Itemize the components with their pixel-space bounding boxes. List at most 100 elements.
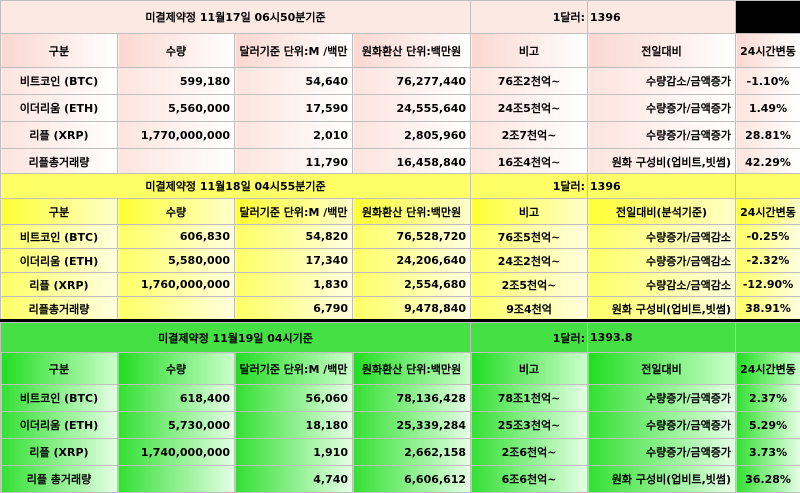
header-category: 구분 [1, 34, 118, 68]
cell-note: 16조4천억~ [471, 149, 588, 176]
table-row: 이더리움 (ETH) 5,560,000 17,590 24,555,640 2… [1, 95, 800, 122]
cell-usd: 2,010 [235, 122, 353, 149]
cell-quantity: 606,830 [118, 225, 235, 249]
rate-value: 1396 [588, 1, 736, 34]
header-quantity: 수량 [118, 34, 235, 68]
blank-cell [736, 174, 800, 199]
cell-usd: 4,740 [235, 466, 353, 493]
cell-krw: 6,606,612 [353, 466, 471, 493]
rate-label: 1달러: [471, 1, 588, 34]
cell-daily-change: 원화 구성비(업비트,빗썸) [588, 466, 736, 493]
header-daily-change: 전일대비 [588, 353, 736, 385]
cell-daily-change: 수량증가/금액감소 [588, 225, 736, 249]
rate-label: 1달러: [471, 174, 588, 199]
cell-usd: 1,910 [235, 439, 353, 466]
cell-name: 비트코인 (BTC) [1, 385, 118, 412]
cell-24h-change: 1.49% [736, 95, 800, 122]
table-row: 비트코인 (BTC) 618,400 56,060 78,136,428 78조… [1, 385, 800, 412]
table-row: 리플 (XRP) 1,770,000,000 2,010 2,805,960 2… [1, 122, 800, 149]
cell-usd: 17,590 [235, 95, 353, 122]
cell-daily-change: 수량감소/금액감소 [588, 273, 736, 297]
cell-24h-change: -1.10% [736, 68, 800, 95]
cell-quantity: 618,400 [118, 385, 235, 412]
cell-name: 리플 (XRP) [1, 439, 118, 466]
cell-24h-change: 28.81% [736, 122, 800, 149]
cell-24h-change: 36.28% [736, 466, 800, 493]
cell-daily-change: 수량증가/금액증가 [588, 385, 736, 412]
cell-quantity [118, 466, 235, 493]
cell-usd: 54,640 [235, 68, 353, 95]
table-row: 비트코인 (BTC) 599,180 54,640 76,277,440 76조… [1, 68, 800, 95]
cell-24h-change: 3.73% [736, 439, 800, 466]
cell-24h-change: -2.32% [736, 249, 800, 273]
block-title: 미결제약정 11월18일 04시55분기준 [1, 174, 471, 199]
header-24h-change: 24시간변동 [736, 353, 800, 385]
cell-quantity [118, 149, 235, 176]
cell-24h-change: -12.90% [736, 273, 800, 297]
cell-usd: 6,790 [235, 297, 353, 321]
block-nov18: 미결제약정 11월18일 04시55분기준 1달러: 1396 구분 수량 달러… [0, 173, 800, 321]
cell-name: 비트코인 (BTC) [1, 225, 118, 249]
cell-note: 9조4천억 [471, 297, 588, 321]
cell-daily-change: 수량증가/금액증가 [588, 122, 736, 149]
header-quantity: 수량 [118, 353, 235, 385]
cell-usd: 18,180 [235, 412, 353, 439]
cell-24h-change: -0.25% [736, 225, 800, 249]
header-daily-change: 전일대비(분석기준) [588, 199, 736, 225]
cell-daily-change: 수량증가/금액감소 [588, 249, 736, 273]
cell-name: 이더리움 (ETH) [1, 95, 118, 122]
cell-24h-change: 2.37% [736, 385, 800, 412]
header-24h-change: 24시간변동 [736, 199, 800, 225]
cell-quantity: 5,580,000 [118, 249, 235, 273]
cell-name: 비트코인 (BTC) [1, 68, 118, 95]
cell-quantity: 5,560,000 [118, 95, 235, 122]
table-row: 리플 (XRP) 1,740,000,000 1,910 2,662,158 2… [1, 439, 800, 466]
rate-value: 1393.8 [588, 323, 736, 353]
cell-quantity: 5,730,000 [118, 412, 235, 439]
header-krw: 원화환산 단위:백만원 [353, 34, 471, 68]
block-nov17: 미결제약정 11월17일 06시50분기준 1달러: 1396 구분 수량 달러… [0, 0, 800, 176]
cell-daily-change: 수량증가/금액증가 [588, 412, 736, 439]
block-title: 미결제약정 11월17일 06시50분기준 [1, 1, 471, 34]
cell-usd: 11,790 [235, 149, 353, 176]
cell-daily-change: 수량감소/금액증가 [588, 68, 736, 95]
table-row: 리플총거래량 6,790 9,478,840 9조4천억 원화 구성비(업비트,… [1, 297, 800, 321]
header-usd: 달러기준 단위:M /백만 [235, 353, 353, 385]
cell-quantity [118, 297, 235, 321]
cell-krw: 2,554,680 [353, 273, 471, 297]
cell-krw: 2,662,158 [353, 439, 471, 466]
cell-24h-change: 42.29% [736, 149, 800, 176]
table-row: 리플총거래량 11,790 16,458,840 16조4천억~ 원화 구성비(… [1, 149, 800, 176]
header-usd: 달러기준 단위:M /백만 [235, 34, 353, 68]
cell-quantity: 599,180 [118, 68, 235, 95]
cell-note: 76조5천억~ [471, 225, 588, 249]
cell-daily-change: 수량증가/금액증가 [588, 95, 736, 122]
cell-note: 25조3천억~ [471, 412, 588, 439]
cell-quantity: 1,770,000,000 [118, 122, 235, 149]
cell-usd: 17,340 [235, 249, 353, 273]
cell-name: 리플 (XRP) [1, 122, 118, 149]
cell-krw: 76,528,720 [353, 225, 471, 249]
blank-cell [736, 1, 800, 34]
cell-krw: 25,339,284 [353, 412, 471, 439]
header-note: 비고 [471, 353, 588, 385]
header-note: 비고 [471, 199, 588, 225]
table-row: 비트코인 (BTC) 606,830 54,820 76,528,720 76조… [1, 225, 800, 249]
table-row: 이더리움 (ETH) 5,580,000 17,340 24,206,640 2… [1, 249, 800, 273]
cell-name: 리플총거래량 [1, 297, 118, 321]
cell-krw: 76,277,440 [353, 68, 471, 95]
rate-label: 1달러: [471, 323, 588, 353]
block-title: 미결제약정 11월19일 04시기준 [1, 323, 471, 353]
cell-usd: 54,820 [235, 225, 353, 249]
header-krw: 원화환산 단위:백만원 [353, 199, 471, 225]
cell-krw: 2,805,960 [353, 122, 471, 149]
cell-krw: 24,206,640 [353, 249, 471, 273]
header-note: 비고 [471, 34, 588, 68]
cell-24h-change: 38.91% [736, 297, 800, 321]
cell-name: 리플 (XRP) [1, 273, 118, 297]
cell-quantity: 1,740,000,000 [118, 439, 235, 466]
cell-note: 2조6천억~ [471, 439, 588, 466]
cell-daily-change: 원화 구성비(업비트,빗썸) [588, 297, 736, 321]
cell-name: 리플총거래량 [1, 149, 118, 176]
